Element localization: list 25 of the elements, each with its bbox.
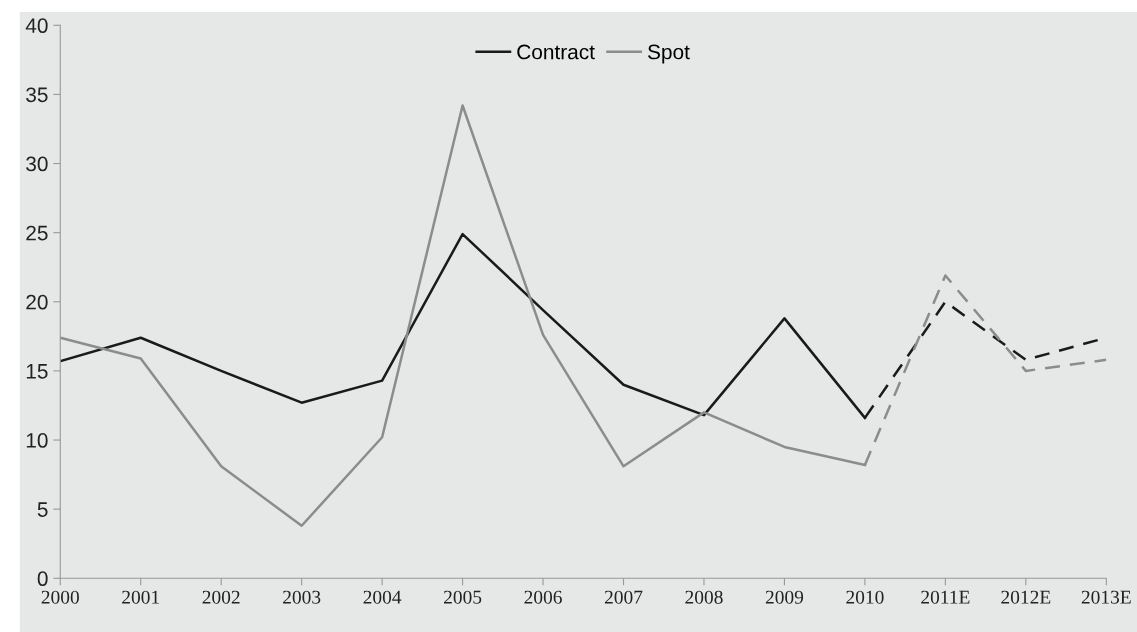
y-tick-label: 10 (26, 433, 48, 448)
legend-label: Spot (648, 44, 690, 64)
y-tick-label: 5 (37, 502, 48, 517)
x-tick-label: 2000 (41, 590, 79, 604)
x-tick-label: 2013E (1081, 590, 1131, 604)
x-tick-label: 2010 (846, 590, 884, 604)
y-tick-label: 30 (26, 156, 48, 172)
x-tick-label: 2002 (202, 590, 240, 604)
x-tick-label: 2006 (524, 590, 562, 604)
y-tick-label: 15 (26, 364, 48, 379)
x-tick-label: 2005 (443, 590, 482, 604)
x-tick-label: 2008 (685, 590, 723, 604)
y-tick-label: 35 (26, 87, 48, 103)
x-tick-label: 2012E (1001, 590, 1051, 604)
x-tick-label: 2011E (921, 590, 970, 604)
x-tick-label: 2004 (363, 590, 402, 604)
y-tick-label: 0 (37, 571, 48, 587)
x-tick-label: 2009 (765, 590, 804, 604)
y-tick-label: 25 (26, 225, 48, 241)
legend-label: Contract (517, 44, 595, 60)
y-tick-label: 20 (26, 294, 48, 310)
x-tick-label: 2003 (283, 590, 321, 604)
x-tick-label: 2001 (122, 590, 159, 604)
x-tick-label: 2007 (604, 590, 643, 604)
y-tick-label: 40 (25, 18, 48, 34)
